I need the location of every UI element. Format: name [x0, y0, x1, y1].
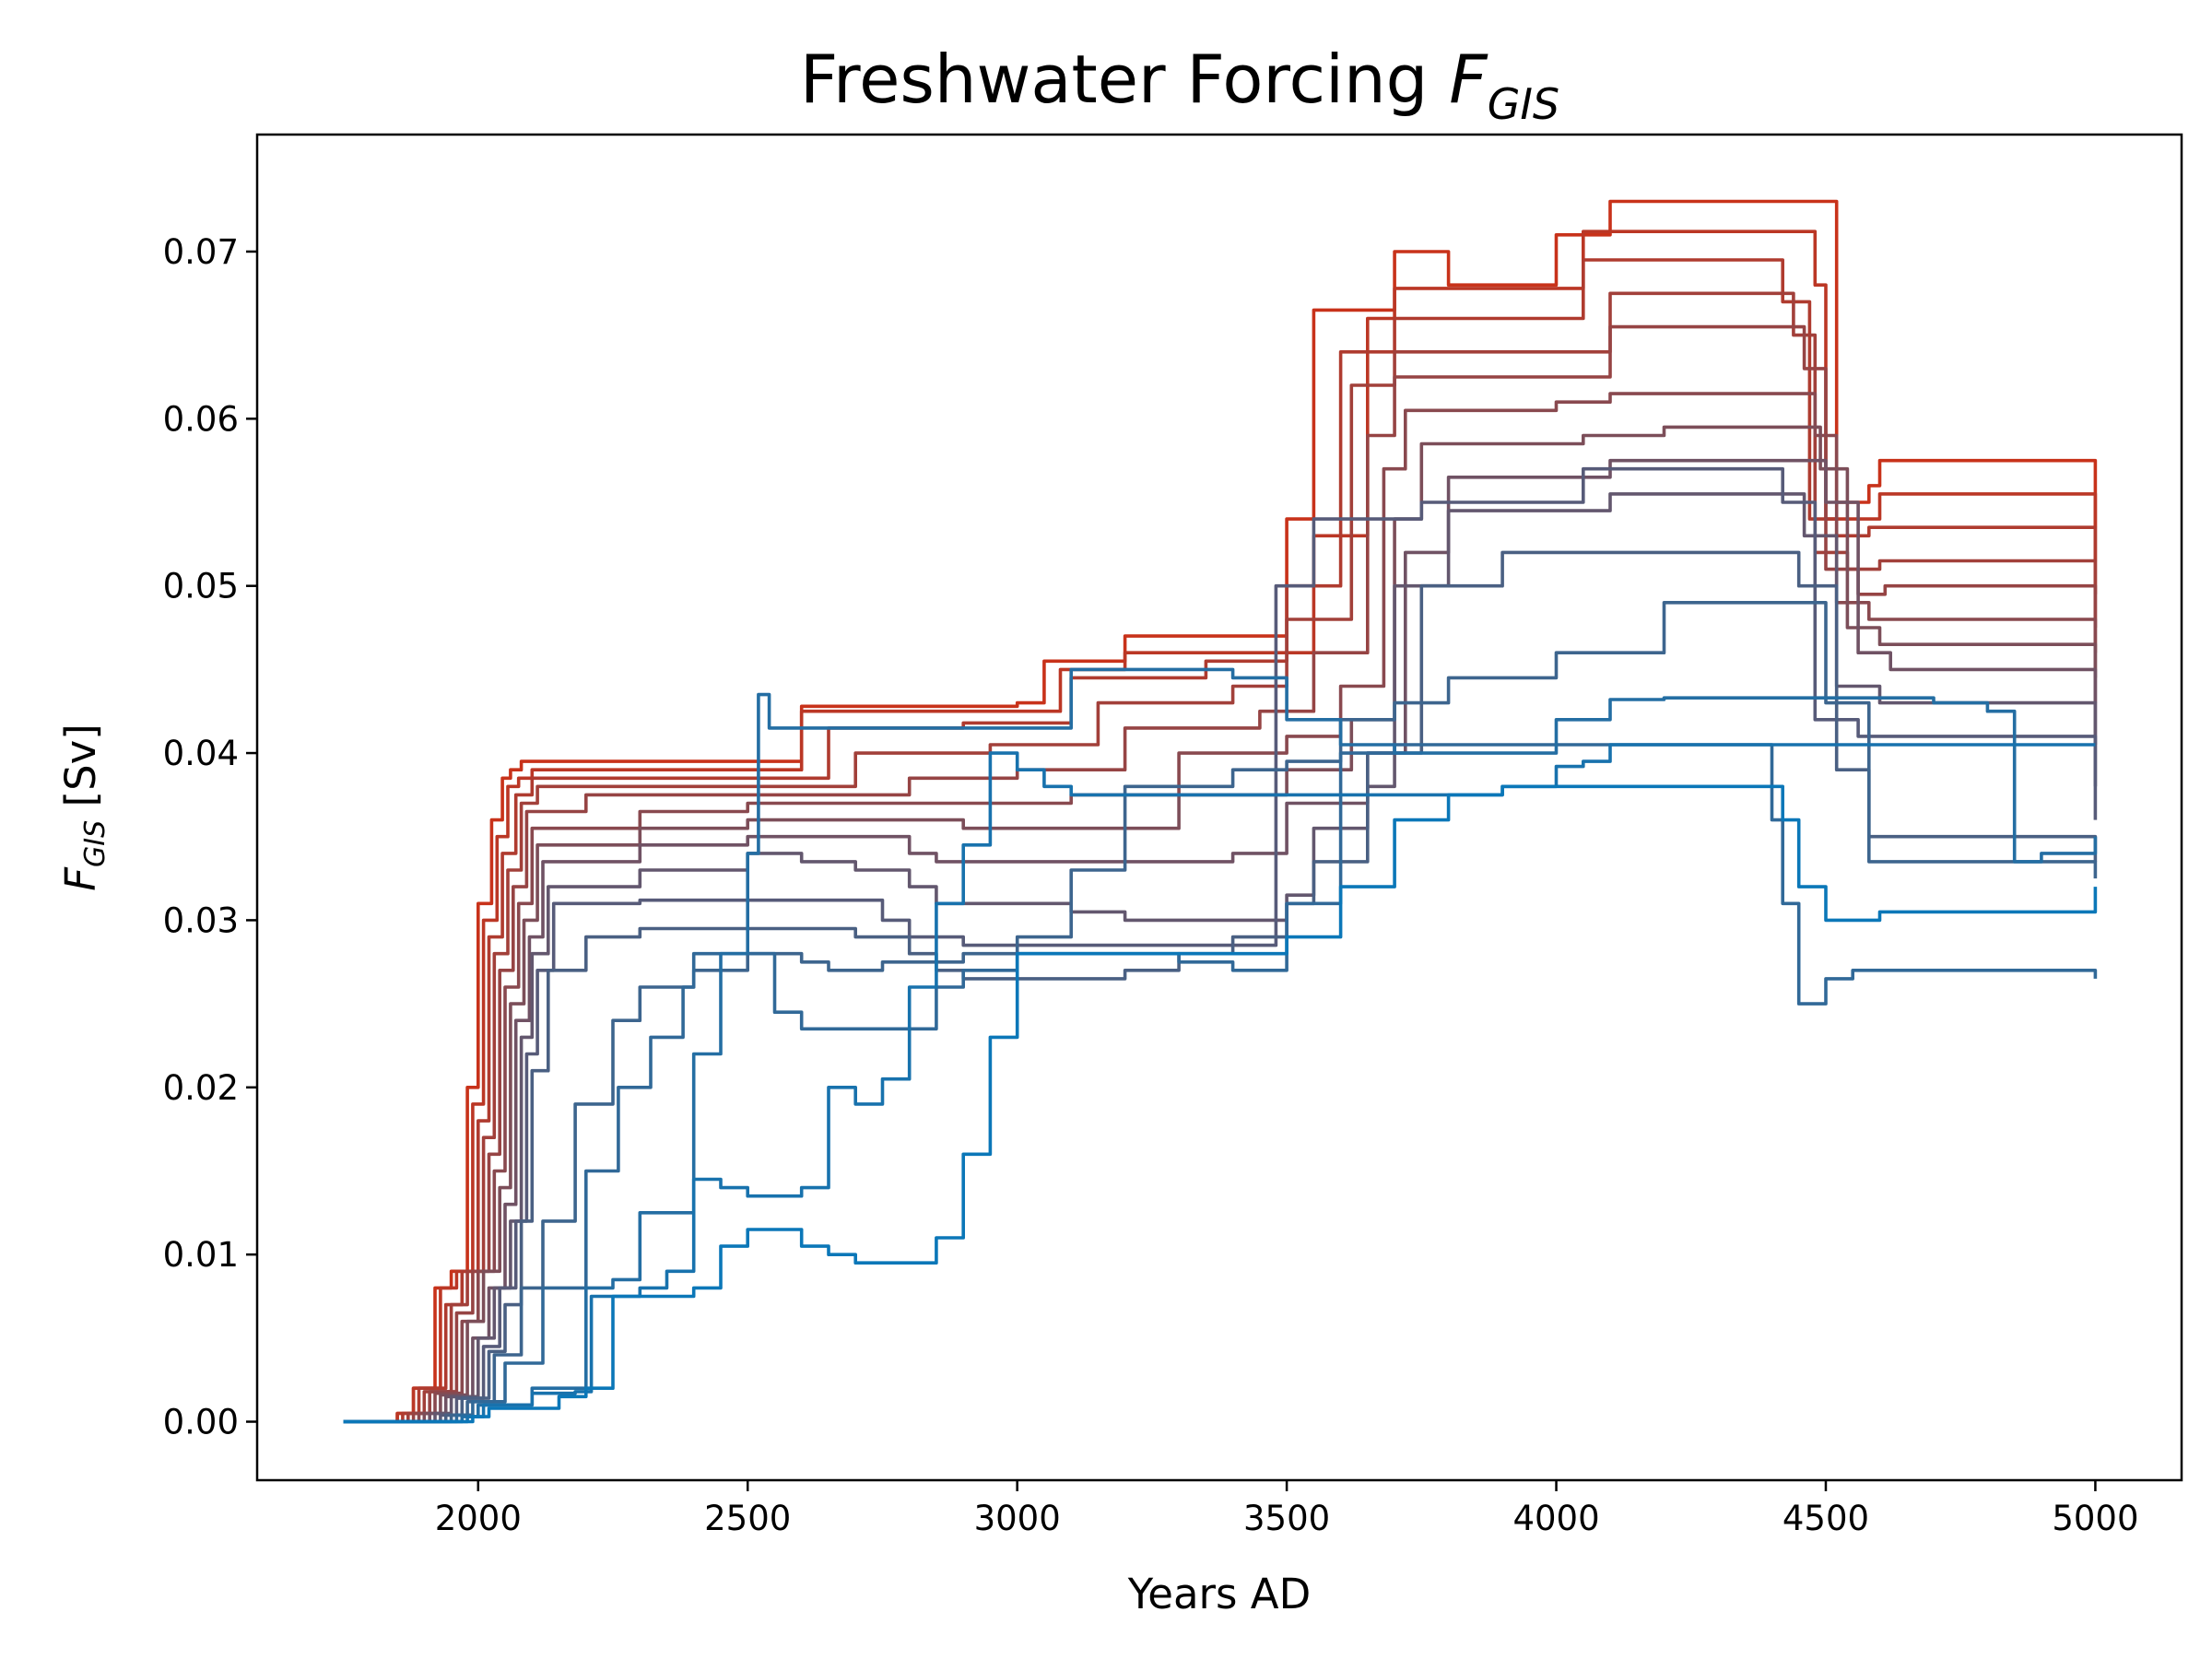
x-tick-label: 5000 — [2052, 1499, 2138, 1538]
series-line-10 — [343, 466, 2098, 1424]
y-tick-label: 0.07 — [163, 232, 239, 272]
y-tick-label: 0.00 — [163, 1403, 239, 1442]
series-line-9 — [343, 492, 2098, 1424]
y-tick-label: 0.01 — [163, 1235, 239, 1275]
series-line-12 — [343, 601, 2098, 1424]
y-axis: 0.00 0.01 0.02 0.03 0.04 0.05 0.06 0.07 — [163, 232, 257, 1442]
x-tick-label: 3000 — [974, 1499, 1061, 1538]
series-line-7 — [343, 425, 2098, 1424]
series-layer — [343, 199, 2098, 1424]
series-line-14 — [343, 667, 2098, 1424]
x-tick-label: 2000 — [435, 1499, 522, 1538]
series-line-6 — [343, 392, 2098, 1424]
x-tick-label: 4500 — [1783, 1499, 1869, 1538]
plot-frame — [255, 133, 2183, 1482]
x-axis-label: Years AD — [1127, 1570, 1311, 1618]
y-tick-label: 0.02 — [163, 1068, 239, 1108]
y-axis-label: FGIS [Sv] — [56, 724, 112, 891]
x-tick-label: 4000 — [1512, 1499, 1599, 1538]
y-tick-label: 0.05 — [163, 567, 239, 606]
series-line-5 — [343, 324, 2098, 1424]
series-line-2 — [343, 229, 2098, 1424]
chart-title: Freshwater Forcing FGIS — [800, 41, 1559, 129]
y-tick-label: 0.03 — [163, 900, 239, 940]
series-line-16 — [343, 784, 2098, 1424]
series-line-4 — [343, 291, 2098, 1424]
y-tick-label: 0.06 — [163, 399, 239, 439]
x-tick-label: 3500 — [1243, 1499, 1330, 1538]
series-line-11 — [343, 550, 2098, 1424]
x-axis: 2000 2500 3000 3500 4000 4500 5000 — [435, 1480, 2139, 1538]
x-tick-label: 2500 — [704, 1499, 791, 1538]
y-tick-label: 0.04 — [163, 734, 239, 773]
series-line-8 — [343, 458, 2098, 1424]
series-line-1 — [343, 199, 2098, 1424]
